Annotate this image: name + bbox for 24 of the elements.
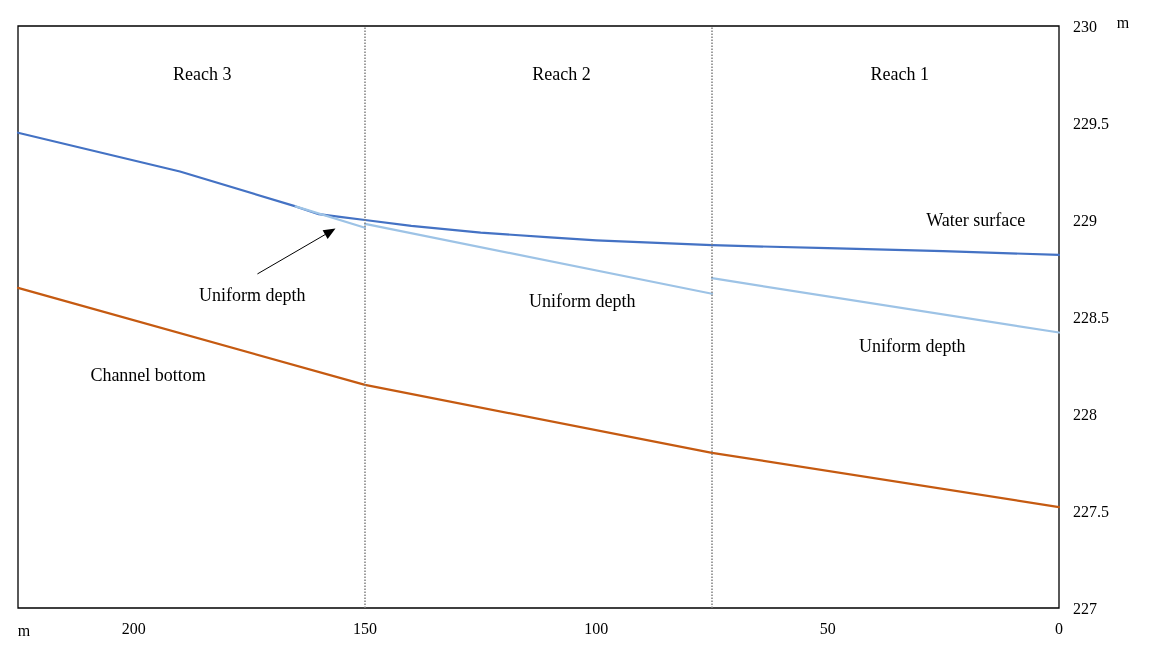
x-tick-label: 50 xyxy=(819,619,836,637)
x-tick-label: 200 xyxy=(121,619,146,637)
y-tick-label: 229 xyxy=(1073,211,1097,229)
annotation: Channel bottom xyxy=(90,364,206,385)
annotation: Reach 2 xyxy=(532,63,591,84)
annotation: Water surface xyxy=(926,209,1026,230)
y-tick-label: 227 xyxy=(1073,599,1097,617)
y-tick-label: 229.5 xyxy=(1073,114,1109,132)
line-series xyxy=(16,131,1061,257)
y-tick-label: 228.5 xyxy=(1073,308,1109,326)
x-axis-title: m xyxy=(17,621,31,639)
annotation: Uniform depth xyxy=(198,284,306,305)
annotation: Reach 1 xyxy=(870,63,929,84)
annotation: Reach 3 xyxy=(173,63,232,84)
x-tick-label: 0 xyxy=(1055,619,1063,637)
annotation: Uniform depth xyxy=(858,336,966,357)
annotation: Uniform depth xyxy=(528,290,636,311)
line-series xyxy=(16,286,1061,509)
x-tick-label: 100 xyxy=(584,619,609,637)
y-axis-title: m xyxy=(1116,13,1130,31)
y-tick-label: 230 xyxy=(1073,17,1097,35)
y-tick-label: 228 xyxy=(1073,405,1097,423)
x-tick-label: 150 xyxy=(353,619,377,637)
y-tick-label: 227.5 xyxy=(1073,502,1109,520)
